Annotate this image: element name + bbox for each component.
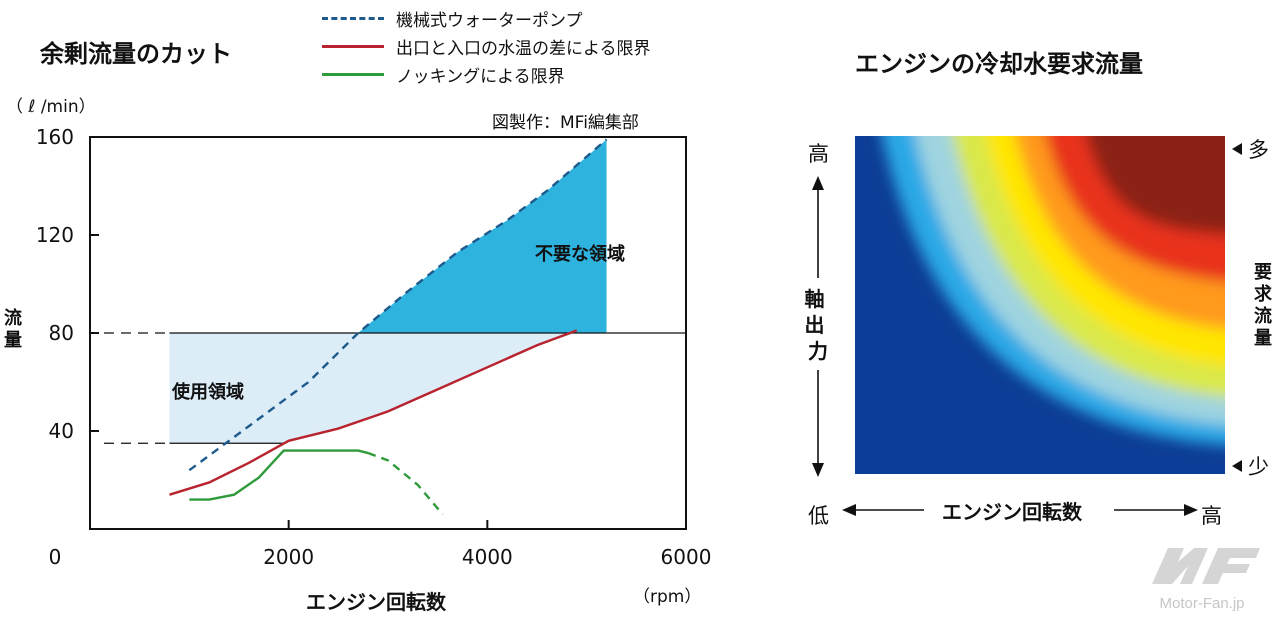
arrow-up-icon [812,176,824,190]
colorbar-low: 少 [1232,451,1269,481]
chart-title-left: 余剰流量のカット [40,40,232,68]
x-low-label: 低 [808,504,829,528]
chart-title-right: エンジンの冷却水要求流量 [855,50,1143,78]
y-tick-label: 160 [36,125,74,149]
legend-label-outlet: 出口と入口の水温の差による限界 [396,38,651,59]
legend-item-outlet: 出口と入口の水温の差による限界 [322,33,651,59]
x-high-label: 高 [1201,504,1222,528]
x-tick-label: 6000 [661,545,712,569]
series-knock-line-dashed [367,451,444,516]
colorbar-low-label: 少 [1248,455,1269,479]
colorbar-title: 要求流量 [1254,262,1272,349]
region-unnecessary [358,139,607,333]
y-axis-title-right: 軸 出 力 [805,287,832,363]
x-unit-label: （rpm） [633,587,702,607]
region-label-unnecessary: 不要な領域 [535,243,625,265]
legend-label-pump: 機械式ウォーターポンプ [396,10,583,31]
region-label-used: 使用領域 [171,381,244,403]
x-tick-label: 0 [49,545,62,569]
colorbar-high: 多 [1232,134,1269,164]
y-tick-label: 120 [36,223,74,247]
line-chart: 40 80 120 160 0 2000 4000 6000 不要な領域 使用領域 [36,125,712,569]
legend-item-pump: 機械式ウォーターポンプ [322,5,583,31]
arrow-left-icon [842,504,856,516]
heatmap-band [1086,136,1225,235]
legend-swatch-knock [322,72,384,76]
watermark-text: Motor-Fan.jp [1159,595,1244,612]
y-high-label: 高 [808,142,829,166]
series-pump-line [188,138,608,472]
legend-swatch-outlet [322,44,384,48]
watermark-logo: Motor-Fan.jp [1152,548,1260,612]
region-used [169,333,577,444]
x-axis-title-left: エンジン回転数 [306,590,446,614]
y-tick-label: 80 [49,321,74,345]
chart-credit: 図製作：MFi編集部 [492,113,639,133]
y-tick-label: 40 [49,419,74,443]
x-axis-title-right: エンジン回転数 [934,496,1090,525]
heatmap-chart: 軸 出 力 [805,136,1225,516]
legend-label-knock: ノッキングによる限界 [396,66,565,87]
arrow-right-icon [1184,504,1198,516]
x-tick-label: 4000 [462,545,513,569]
series-knock-line [189,449,369,501]
y-unit-label: （ ℓ /min） [6,97,96,117]
arrow-down-icon [812,463,824,477]
legend-item-knock: ノッキングによる限界 [322,61,565,87]
x-tick-label: 2000 [263,545,314,569]
y-axis-title: 流量 [4,308,22,351]
colorbar-high-label: 多 [1248,138,1269,162]
series-outlet-line [169,329,578,496]
legend-swatch-pump [322,16,384,20]
triangle-left-icon [1232,143,1242,155]
triangle-left-icon [1232,460,1242,472]
